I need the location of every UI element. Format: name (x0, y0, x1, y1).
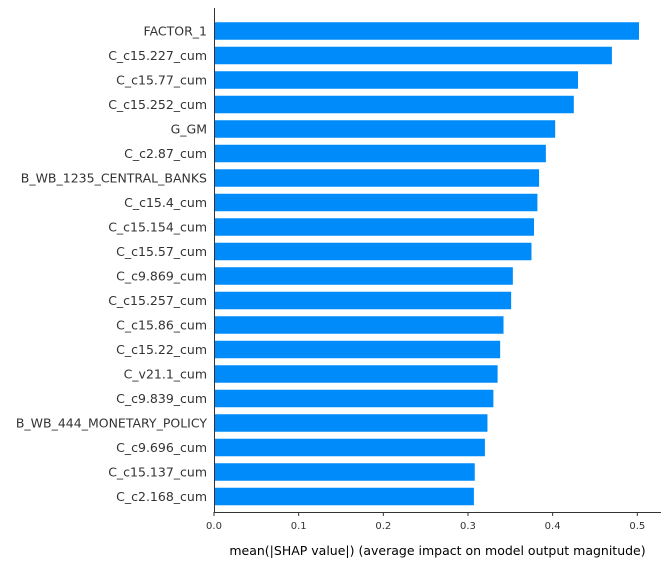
bar-c-v21-1-cum (214, 365, 498, 383)
x-tick-label: 0.2 (375, 521, 391, 532)
bar-factor-1 (214, 22, 639, 40)
bar-c-c15-77-cum (214, 71, 579, 89)
category-label: C_c15.252_cum (108, 97, 207, 112)
category-label: C_v21.1_cum (124, 367, 207, 382)
bar-c-c2-168-cum (214, 487, 474, 506)
bar-c-c2-87-cum (214, 144, 546, 163)
bars-group (214, 22, 639, 506)
x-tick-label: 0.4 (545, 521, 561, 532)
bar-b-wb-1235-central-banks (214, 169, 540, 187)
bar-c-c15-57-cum (214, 242, 532, 261)
x-tick-label: 0.0 (206, 521, 222, 532)
category-label: C_c15.57_cum (116, 244, 207, 259)
category-label: C_c15.227_cum (108, 48, 207, 63)
bar-c-c15-4-cum (214, 193, 538, 212)
bar-c-c15-137-cum (214, 463, 475, 481)
category-label: C_c15.137_cum (108, 465, 207, 480)
category-label: C_c2.87_cum (124, 146, 207, 161)
bar-c-c9-696-cum (214, 438, 485, 457)
category-label: C_c2.168_cum (116, 489, 207, 504)
bar-c-c15-227-cum (214, 46, 612, 65)
x-axis-title: mean(|SHAP value|) (average impact on mo… (229, 543, 645, 558)
category-label: C_c9.839_cum (116, 391, 207, 406)
category-label: C_c15.22_cum (116, 342, 207, 357)
category-label: C_c15.77_cum (116, 73, 207, 88)
category-label: C_c15.154_cum (108, 220, 207, 235)
bar-c-c15-252-cum (214, 95, 574, 114)
bar-c-c9-839-cum (214, 389, 494, 408)
x-tick-label: 0.5 (629, 521, 645, 532)
category-label: C_c15.86_cum (116, 318, 207, 333)
category-label: C_c15.257_cum (108, 293, 207, 308)
category-label: B_WB_444_MONETARY_POLICY (16, 416, 208, 431)
category-label: C_c9.696_cum (116, 440, 207, 455)
axes-group (214, 8, 661, 513)
category-label: C_c15.4_cum (124, 195, 207, 210)
bar-g-gm (214, 120, 556, 138)
category-label: B_WB_1235_CENTRAL_BANKS (21, 171, 207, 186)
x-ticks-group: 0.0 0.1 0.2 0.3 0.4 0.5 (206, 512, 645, 532)
bar-c-c15-22-cum (214, 340, 501, 359)
category-label: C_c9.869_cum (116, 269, 207, 284)
bar-b-wb-444-monetary-policy (214, 414, 488, 432)
bar-c-c15-86-cum (214, 316, 504, 334)
category-labels-group: FACTOR_1 C_c15.227_cum C_c15.77_cum C_c15.2… (16, 24, 208, 505)
bar-c-c9-869-cum (214, 267, 513, 285)
bar-c-c15-257-cum (214, 291, 512, 310)
bar-c-c15-154-cum (214, 218, 535, 236)
x-tick-label: 0.3 (460, 521, 476, 532)
x-tick-label: 0.1 (291, 521, 307, 532)
category-label: G_GM (171, 122, 207, 137)
category-label: FACTOR_1 (144, 24, 207, 39)
